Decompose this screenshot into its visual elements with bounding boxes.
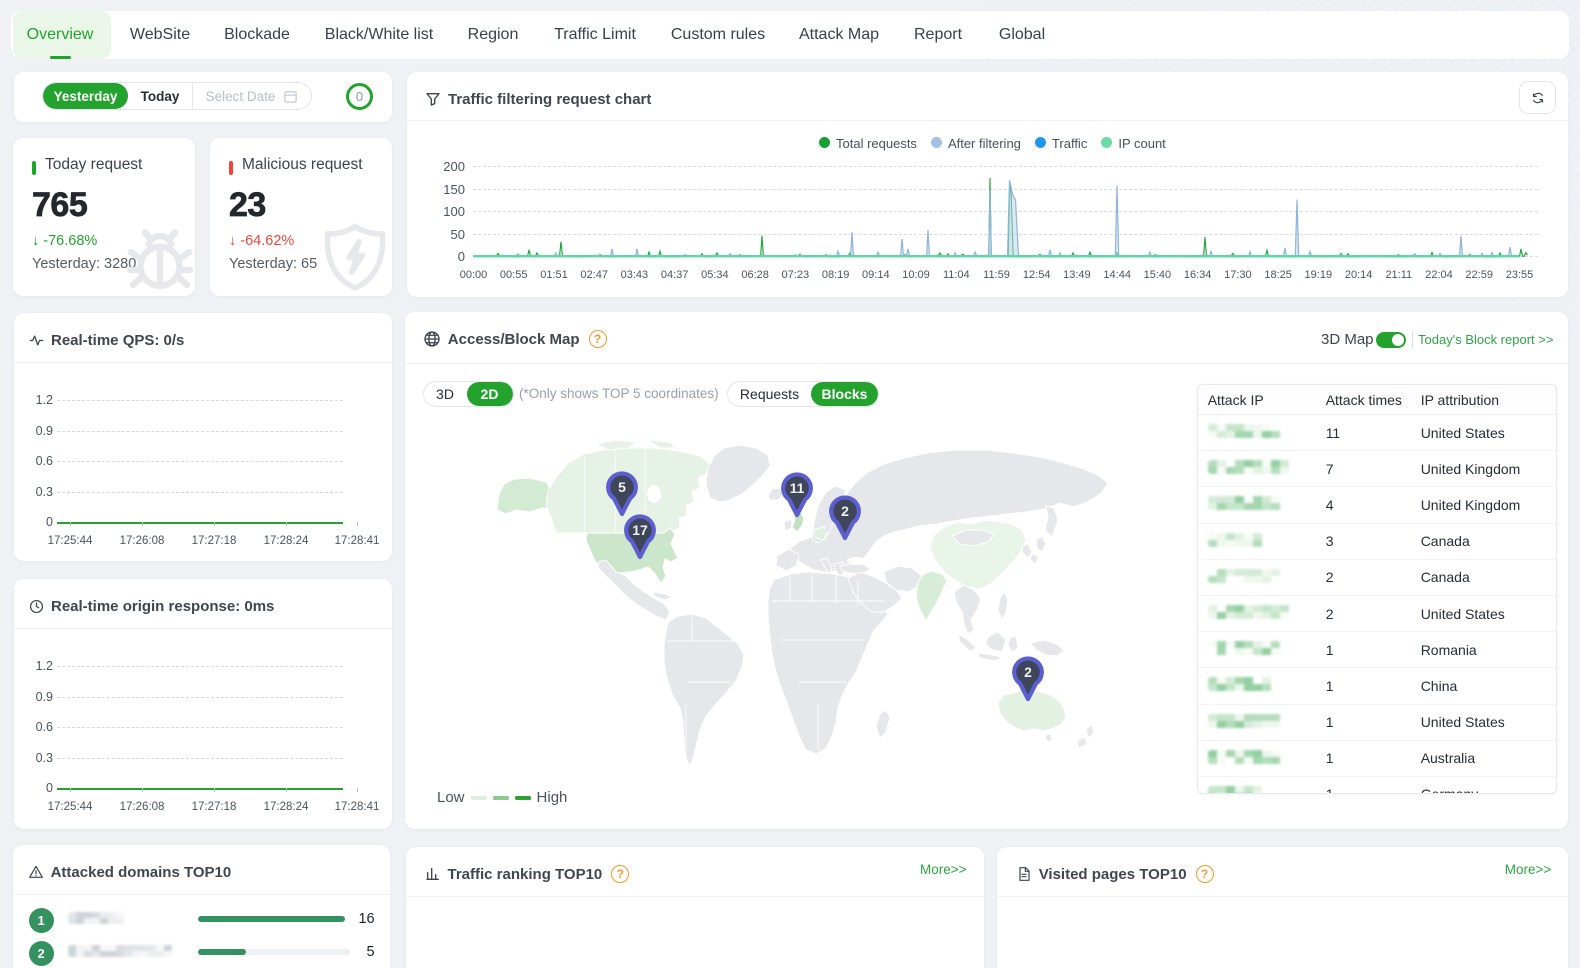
- svg-text:2: 2: [841, 503, 849, 519]
- svg-text:2: 2: [1024, 664, 1032, 680]
- svg-text:17: 17: [632, 522, 648, 538]
- svg-text:11: 11: [790, 480, 805, 496]
- svg-text:5: 5: [618, 479, 626, 495]
